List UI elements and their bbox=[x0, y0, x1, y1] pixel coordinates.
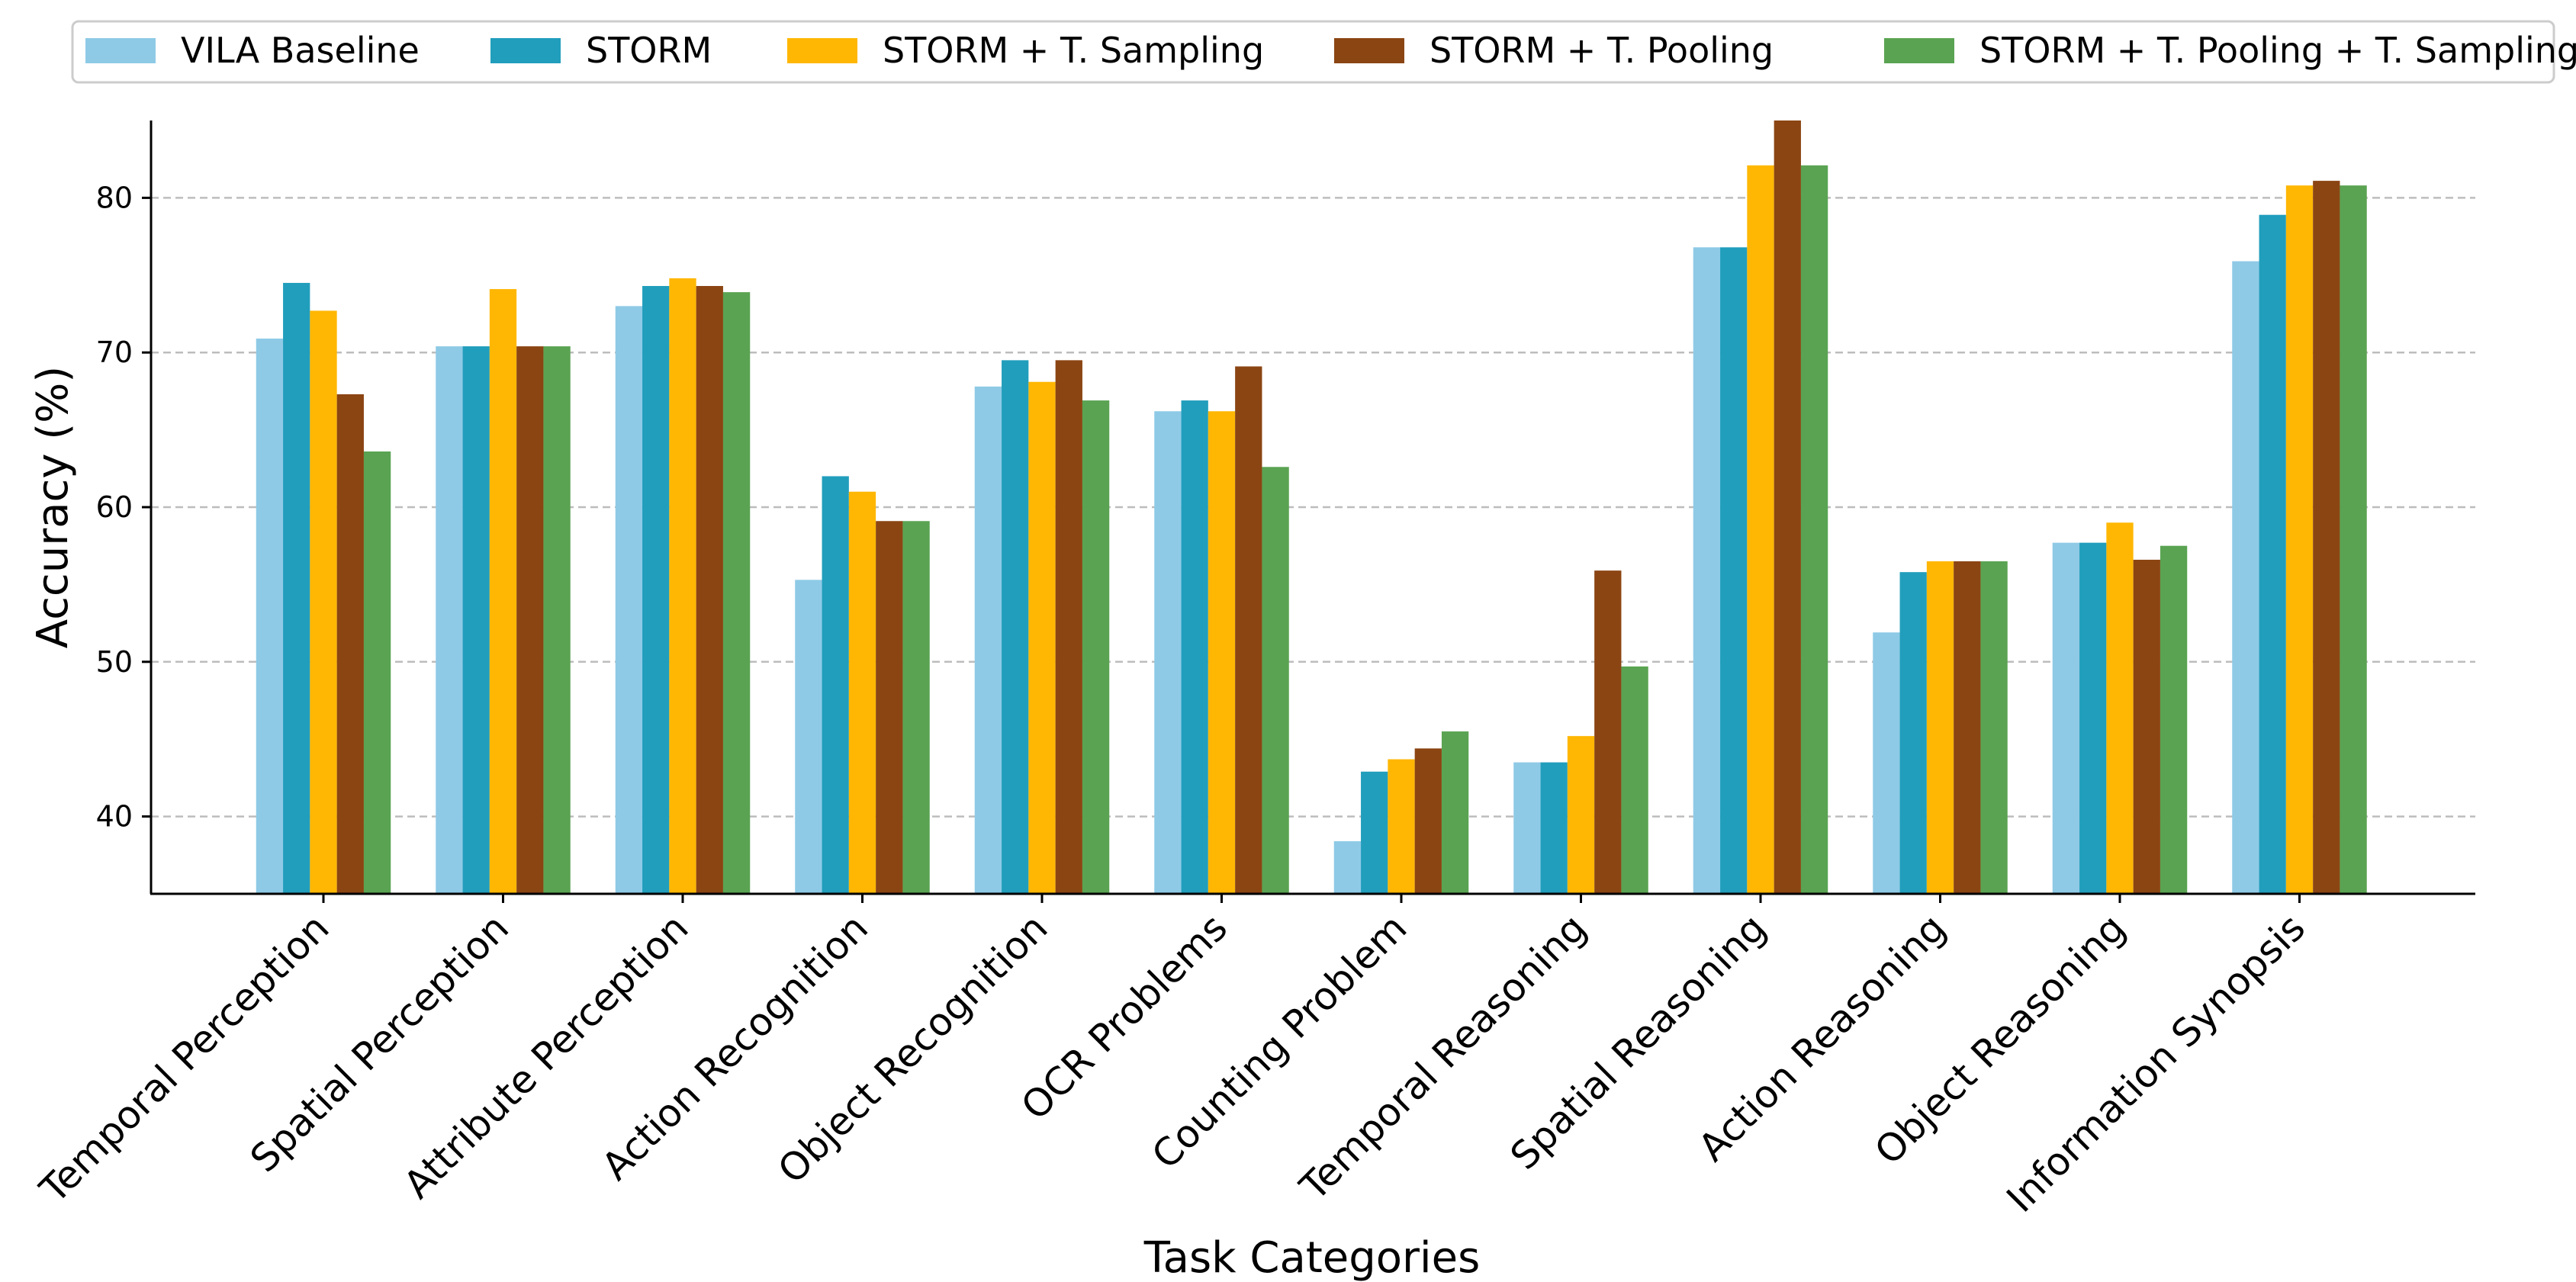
bar bbox=[1154, 411, 1182, 894]
bar bbox=[669, 278, 696, 894]
bar bbox=[1693, 247, 1721, 894]
y-tick-label: 70 bbox=[96, 336, 133, 369]
bar bbox=[876, 521, 903, 894]
bar bbox=[1082, 400, 1110, 894]
bar bbox=[795, 580, 822, 894]
y-tick-label: 40 bbox=[96, 800, 133, 834]
legend-label: VILA Baseline bbox=[181, 30, 420, 71]
bar bbox=[848, 491, 876, 894]
bar bbox=[436, 346, 463, 895]
bar bbox=[1954, 561, 1981, 894]
bar bbox=[1774, 120, 1801, 894]
bar bbox=[1414, 748, 1442, 894]
bar bbox=[1899, 572, 1927, 894]
bar bbox=[543, 346, 571, 895]
bar bbox=[2133, 559, 2160, 894]
bar bbox=[822, 476, 849, 894]
bar bbox=[1747, 165, 1774, 894]
legend-label: STORM + T. Sampling bbox=[883, 30, 1264, 71]
bars bbox=[256, 120, 2367, 895]
bar bbox=[696, 286, 723, 894]
bar bbox=[2313, 181, 2340, 895]
bar bbox=[2285, 185, 2314, 894]
bar bbox=[310, 310, 337, 894]
bar bbox=[1028, 381, 1056, 895]
bar bbox=[1594, 570, 1622, 894]
x-axis-label: Task Categories bbox=[1143, 1233, 1481, 1282]
legend: VILA Baseline STORM STORM + T. Sampling STO… bbox=[71, 20, 2576, 84]
bar bbox=[462, 346, 490, 895]
y-tick-label: 80 bbox=[96, 181, 133, 214]
legend-frame bbox=[71, 20, 2555, 84]
bar bbox=[1567, 736, 1595, 894]
bar bbox=[1361, 771, 1388, 894]
grid-lines bbox=[151, 197, 2475, 818]
bar bbox=[1926, 561, 1954, 894]
bar bbox=[1621, 666, 1648, 894]
legend-swatch bbox=[85, 38, 156, 63]
bar bbox=[1980, 561, 2008, 894]
bar bbox=[1513, 762, 1541, 894]
bar bbox=[2259, 214, 2286, 895]
legend-swatch bbox=[1334, 38, 1404, 63]
legend-swatch bbox=[787, 38, 857, 63]
legend-swatch bbox=[490, 38, 561, 63]
legend-label: STORM bbox=[586, 30, 712, 71]
x-tick-label: Information Synopsis bbox=[1999, 905, 2314, 1220]
y-tick-label: 60 bbox=[96, 490, 133, 524]
bar bbox=[1540, 762, 1568, 894]
bar bbox=[1720, 247, 1748, 894]
bar bbox=[2079, 542, 2107, 894]
bar bbox=[615, 306, 643, 894]
bar bbox=[363, 451, 391, 894]
bar bbox=[1873, 632, 1900, 894]
x-tick-label: Temporal Perception bbox=[31, 905, 338, 1212]
bar bbox=[2340, 185, 2367, 894]
bar bbox=[1388, 759, 1415, 894]
bar bbox=[2160, 545, 2188, 894]
y-ticks: 40 50 60 70 80 bbox=[96, 181, 151, 834]
bar bbox=[902, 521, 930, 894]
legend-label: STORM + T. Pooling + T. Sampling bbox=[1979, 30, 2576, 71]
x-tick-label: Temporal Reasoning bbox=[1291, 905, 1595, 1209]
bar bbox=[974, 386, 1002, 894]
bar bbox=[1800, 165, 1828, 894]
bar bbox=[722, 292, 751, 894]
bar bbox=[1441, 731, 1469, 894]
bar bbox=[336, 394, 364, 894]
bar bbox=[256, 338, 284, 894]
bar bbox=[2052, 542, 2080, 894]
bar bbox=[1235, 366, 1262, 894]
y-tick-label: 50 bbox=[96, 645, 133, 679]
bar bbox=[516, 346, 544, 895]
legend-swatch bbox=[1884, 38, 1954, 63]
bar bbox=[489, 289, 517, 894]
bar bbox=[1333, 841, 1362, 894]
bar bbox=[1208, 411, 1236, 894]
bar bbox=[1262, 467, 1289, 894]
bar bbox=[642, 286, 670, 894]
bar bbox=[2232, 261, 2259, 894]
bar bbox=[2106, 522, 2134, 894]
bar bbox=[283, 282, 310, 894]
bar bbox=[1181, 400, 1208, 894]
legend-label: STORM + T. Pooling bbox=[1430, 30, 1774, 71]
bar bbox=[1002, 360, 1029, 895]
y-axis-label: Accuracy (%) bbox=[28, 366, 78, 648]
bar bbox=[1055, 360, 1082, 895]
